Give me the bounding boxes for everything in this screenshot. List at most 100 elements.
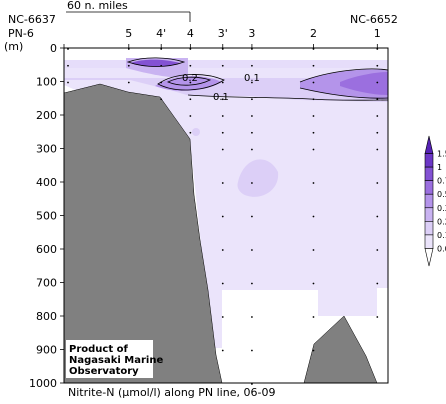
colorbar-label-1: 1 (437, 163, 442, 172)
sample-dot (221, 316, 224, 318)
sample-dot (376, 131, 379, 134)
field-region-low (64, 60, 388, 348)
sample-dot (221, 282, 224, 285)
contour-0-1-lower (187, 94, 389, 101)
sample-dot (376, 48, 379, 50)
sample-dot (251, 282, 253, 285)
contour-0-2-a (157, 74, 225, 91)
sample-dot (221, 349, 224, 352)
colorbar-label-4: 0.3 (437, 204, 446, 213)
sample-dot (251, 98, 253, 101)
sample-dot (67, 48, 69, 50)
colorbar-segment-0 (424, 135, 434, 154)
colorbar-label-3: 0.5 (437, 190, 446, 199)
sample-dot (376, 282, 379, 285)
sample-dot (312, 81, 315, 84)
field-region-dot (192, 128, 200, 136)
colorbar-segment-7 (424, 234, 434, 249)
sample-dot (312, 115, 315, 117)
colorbar-segment-8 (424, 248, 434, 267)
y-tick-label-200: 200 (36, 109, 57, 122)
sample-dot (376, 215, 379, 218)
station-label-3: 4 (187, 27, 194, 40)
y-tick-label-0: 0 (50, 42, 57, 55)
sample-dot (127, 48, 130, 50)
station-label-6: 2 (310, 27, 317, 40)
sample-dot (221, 115, 224, 117)
contour-0-3-a (167, 76, 212, 86)
sample-dot (251, 249, 253, 251)
sample-dot (251, 383, 253, 385)
y-tick-label-700: 700 (36, 277, 57, 290)
y-tick-label-800: 800 (36, 310, 57, 323)
y-axis-label: (m) (4, 40, 23, 53)
contour-0-2-b-top (299, 68, 389, 83)
sample-dot (189, 115, 192, 117)
station-label-4: 3' (218, 27, 228, 40)
sample-dot (189, 64, 192, 67)
sample-dot (127, 64, 130, 67)
sample-dot (221, 215, 224, 218)
y-tick-label-600: 600 (36, 243, 57, 256)
sample-dot (312, 182, 315, 184)
colorbar-label-0: 1.5 (437, 150, 446, 159)
sample-dot (221, 98, 224, 101)
colorbar-segment-3 (424, 180, 434, 195)
sample-dot (312, 131, 315, 134)
sample-dot (312, 349, 315, 352)
sample-dot (67, 64, 69, 67)
scale-bar-label: 60 n. miles (67, 0, 128, 12)
sample-dot (251, 349, 253, 352)
sample-dot (251, 115, 253, 117)
sample-dot (251, 48, 253, 50)
colorbar-label-5: 0.2 (437, 217, 446, 226)
sample-dot (312, 148, 315, 151)
sample-dot (312, 316, 315, 318)
sample-dot (251, 64, 253, 67)
colorbar-segment-2 (424, 166, 434, 181)
sample-dot (251, 131, 253, 134)
sample-dot (221, 48, 224, 50)
sample-dot (312, 64, 315, 67)
sample-dot (312, 249, 315, 251)
contour-lines (126, 57, 389, 101)
sample-dot (312, 215, 315, 218)
sample-dot (160, 81, 163, 84)
colorbar-label-7: 0.05 (437, 244, 446, 253)
colorbar-label-6: 0.1 (437, 231, 446, 240)
product-note-line-3: Observatory (69, 366, 139, 377)
sample-dot (160, 64, 163, 67)
colorbar-segment-6 (424, 221, 434, 236)
sample-dot (189, 131, 192, 134)
station-label-7: 1 (374, 27, 381, 40)
colorbar-segment-5 (424, 207, 434, 222)
field-region-blob (237, 159, 279, 197)
sample-dot (251, 148, 253, 151)
colorbar-segment-1 (424, 153, 434, 168)
sample-dot (189, 98, 192, 101)
y-tick-label-100: 100 (36, 76, 57, 89)
sample-dot (160, 48, 163, 50)
sample-dot (312, 98, 315, 101)
product-note: Product of Nagasaki Marine Observatory (66, 340, 163, 378)
sample-dot (251, 316, 253, 318)
sample-dot (376, 64, 379, 67)
contour-label-2: 0.1 (244, 73, 260, 84)
sample-dot (376, 81, 379, 84)
y-axis: 0 100 200 300 400 500 600 700 800 900 1000 (29, 42, 64, 390)
contour-0-2-b-bottom (299, 87, 389, 99)
product-note-line-2: Nagasaki Marine (69, 355, 163, 366)
stations: PN-6 5 4' 4 3' 3 2 1 (8, 27, 381, 48)
sample-dots (67, 48, 379, 385)
y-tick-label-900: 900 (36, 344, 57, 357)
product-note-line-1: Product of (69, 344, 128, 355)
station-label-2: 4' (156, 27, 166, 40)
sample-dot (312, 282, 315, 285)
station-label-0: PN-6 (8, 27, 34, 40)
sample-dot (251, 81, 253, 84)
sample-dot (376, 249, 379, 251)
field-region-0-2-a (155, 76, 222, 91)
field-region-surface (64, 60, 388, 68)
contour-label-3: 0.1 (213, 92, 229, 103)
